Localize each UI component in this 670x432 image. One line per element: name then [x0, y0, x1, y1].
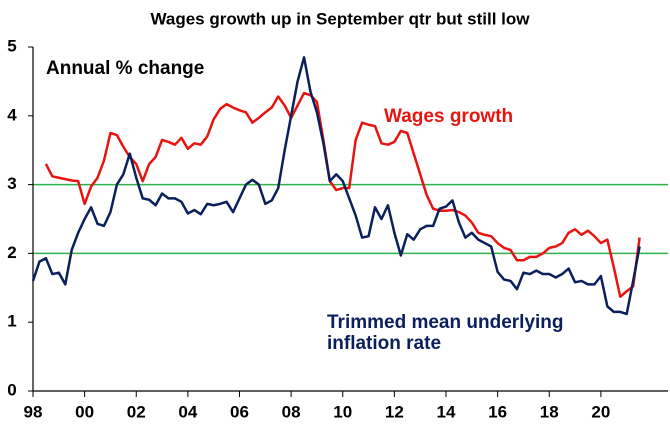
x-tick-label: 16	[488, 402, 507, 421]
series-label: Trimmed mean underlying inflation rate	[327, 312, 564, 354]
y-tick-label: 4	[7, 105, 17, 124]
y-tick-label: 2	[7, 243, 16, 262]
x-tick-label: 18	[540, 402, 559, 421]
series-label: Wages growth	[384, 106, 514, 127]
x-tick-label: 10	[333, 402, 352, 421]
x-tick-label: 02	[127, 402, 146, 421]
x-tick-label: 14	[437, 402, 456, 421]
y-tick-label: 3	[7, 174, 16, 193]
x-tick-label: 04	[178, 402, 197, 421]
unit-annotation: Annual % change	[46, 58, 205, 79]
line-series	[44, 91, 641, 298]
x-tick-label: 20	[591, 402, 610, 421]
x-tick-label: 06	[230, 402, 249, 421]
chart-title: Wages growth up in September qtr but sti…	[150, 9, 530, 28]
x-tick-label: 12	[385, 402, 404, 421]
y-tick-label: 1	[7, 312, 16, 331]
x-tick-label: 08	[282, 402, 301, 421]
y-tick-label: 0	[7, 380, 16, 399]
y-tick-label: 5	[7, 36, 16, 55]
x-tick-label: 00	[75, 402, 94, 421]
x-tick-label: 98	[24, 402, 43, 421]
line-series	[31, 56, 641, 316]
